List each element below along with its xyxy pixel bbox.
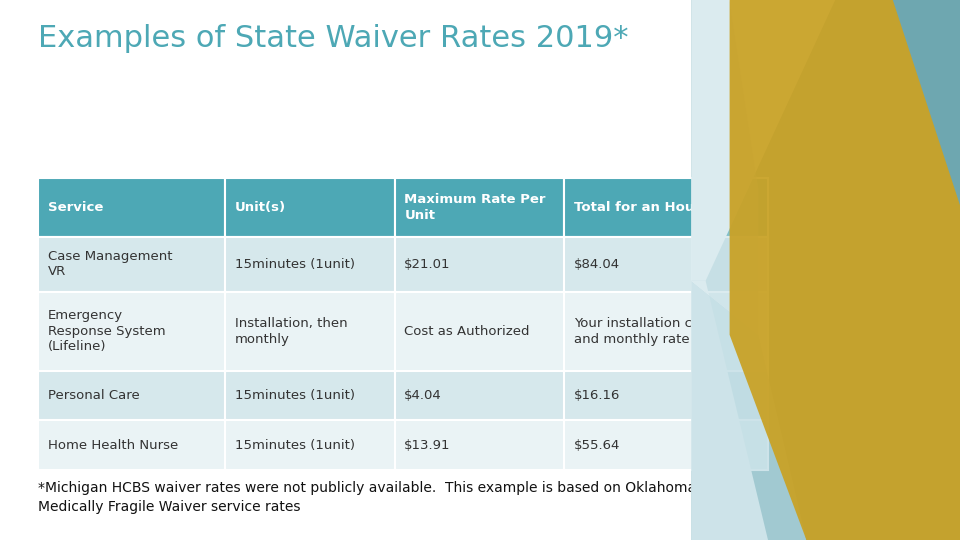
FancyBboxPatch shape <box>38 237 225 292</box>
Text: 15minutes (1unit): 15minutes (1unit) <box>234 438 354 451</box>
FancyBboxPatch shape <box>564 237 768 292</box>
Text: 15minutes (1unit): 15minutes (1unit) <box>234 258 354 271</box>
Text: Total for an Hour: Total for an Hour <box>574 201 701 214</box>
FancyBboxPatch shape <box>225 237 395 292</box>
FancyBboxPatch shape <box>225 370 395 420</box>
Text: 15minutes (1unit): 15minutes (1unit) <box>234 389 354 402</box>
FancyBboxPatch shape <box>395 370 564 420</box>
Text: Case Management
VR: Case Management VR <box>48 250 173 279</box>
FancyBboxPatch shape <box>395 178 564 237</box>
FancyBboxPatch shape <box>395 292 564 370</box>
Text: Installation, then
monthly: Installation, then monthly <box>234 317 348 346</box>
Text: Unit(s): Unit(s) <box>234 201 286 214</box>
FancyBboxPatch shape <box>225 292 395 370</box>
Text: Examples of State Waiver Rates 2019*: Examples of State Waiver Rates 2019* <box>38 24 629 53</box>
Text: Cost as Authorized: Cost as Authorized <box>404 325 530 338</box>
FancyBboxPatch shape <box>564 370 768 420</box>
Text: $16.16: $16.16 <box>574 389 620 402</box>
FancyBboxPatch shape <box>395 420 564 470</box>
FancyBboxPatch shape <box>225 178 395 237</box>
Text: $13.91: $13.91 <box>404 438 451 451</box>
FancyBboxPatch shape <box>564 292 768 370</box>
Text: Service: Service <box>48 201 104 214</box>
FancyBboxPatch shape <box>225 420 395 470</box>
Text: Emergency
Response System
(Lifeline): Emergency Response System (Lifeline) <box>48 309 166 353</box>
FancyBboxPatch shape <box>38 370 225 420</box>
Text: Maximum Rate Per
Unit: Maximum Rate Per Unit <box>404 193 546 221</box>
Text: Your installation cost
and monthly rate: Your installation cost and monthly rate <box>574 317 712 346</box>
Text: Personal Care: Personal Care <box>48 389 140 402</box>
FancyBboxPatch shape <box>564 178 768 237</box>
FancyBboxPatch shape <box>564 420 768 470</box>
Text: $4.04: $4.04 <box>404 389 442 402</box>
Text: Home Health Nurse: Home Health Nurse <box>48 438 179 451</box>
Text: *Michigan HCBS waiver rates were not publicly available.  This example is based : *Michigan HCBS waiver rates were not pub… <box>38 481 708 514</box>
FancyBboxPatch shape <box>38 178 225 237</box>
FancyBboxPatch shape <box>395 237 564 292</box>
Text: $21.01: $21.01 <box>404 258 451 271</box>
Text: $84.04: $84.04 <box>574 258 620 271</box>
FancyBboxPatch shape <box>38 292 225 370</box>
Text: $55.64: $55.64 <box>574 438 620 451</box>
FancyBboxPatch shape <box>38 420 225 470</box>
